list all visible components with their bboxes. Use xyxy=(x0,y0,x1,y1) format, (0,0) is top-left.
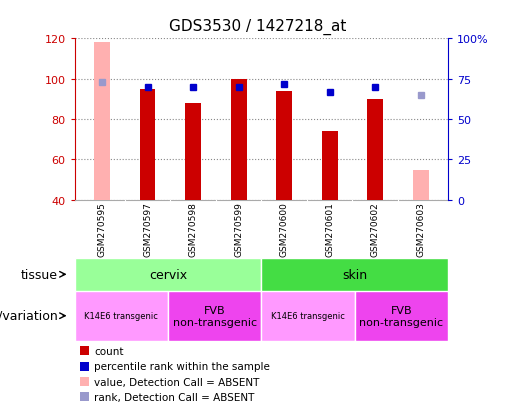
Bar xyxy=(413,170,428,200)
Text: GSM270603: GSM270603 xyxy=(416,202,425,256)
Bar xyxy=(80,362,89,371)
Text: skin: skin xyxy=(342,268,367,281)
Bar xyxy=(75,258,261,291)
Text: GSM270597: GSM270597 xyxy=(143,202,152,256)
Text: K14E6 transgenic: K14E6 transgenic xyxy=(271,311,345,320)
Bar xyxy=(80,347,89,356)
Text: genotype/variation: genotype/variation xyxy=(0,309,58,323)
Bar xyxy=(322,132,338,200)
Text: tissue: tissue xyxy=(21,268,58,281)
Bar xyxy=(185,104,201,200)
Bar xyxy=(168,291,261,341)
Text: GSM270595: GSM270595 xyxy=(97,202,107,256)
Text: FVB
non-transgenic: FVB non-transgenic xyxy=(173,305,257,327)
Text: GDS3530 / 1427218_at: GDS3530 / 1427218_at xyxy=(169,19,346,35)
Text: rank, Detection Call = ABSENT: rank, Detection Call = ABSENT xyxy=(94,392,254,402)
Bar xyxy=(231,79,247,200)
Text: GSM270598: GSM270598 xyxy=(188,202,198,256)
Bar xyxy=(355,291,448,341)
Bar xyxy=(94,43,110,200)
Bar xyxy=(276,92,292,200)
Text: K14E6 transgenic: K14E6 transgenic xyxy=(84,311,158,320)
Text: value, Detection Call = ABSENT: value, Detection Call = ABSENT xyxy=(94,377,260,387)
Bar xyxy=(367,100,383,200)
Bar xyxy=(140,90,156,200)
Text: FVB
non-transgenic: FVB non-transgenic xyxy=(359,305,443,327)
Text: GSM270602: GSM270602 xyxy=(371,202,380,256)
Bar xyxy=(261,291,355,341)
Text: percentile rank within the sample: percentile rank within the sample xyxy=(94,361,270,371)
Bar xyxy=(75,291,168,341)
Text: GSM270600: GSM270600 xyxy=(280,202,288,256)
Text: GSM270601: GSM270601 xyxy=(325,202,334,256)
Bar xyxy=(261,258,448,291)
Text: cervix: cervix xyxy=(149,268,187,281)
Bar xyxy=(80,392,89,401)
Text: count: count xyxy=(94,346,124,356)
Bar xyxy=(80,377,89,386)
Text: GSM270599: GSM270599 xyxy=(234,202,243,256)
